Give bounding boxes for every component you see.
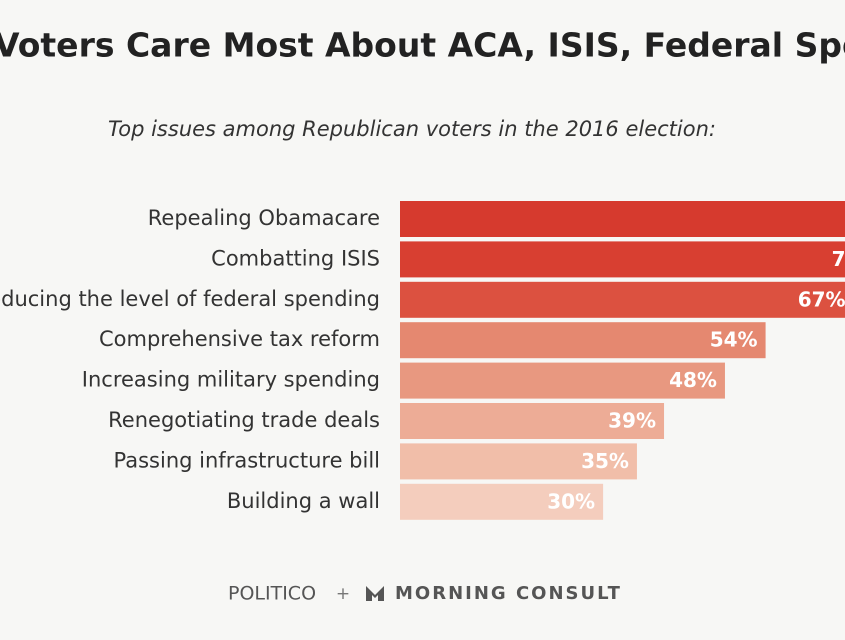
bar	[400, 201, 845, 237]
category-label: Comprehensive tax reform	[99, 327, 380, 351]
bar	[400, 281, 845, 318]
footer: POLITICO + MORNING CONSULT	[228, 583, 622, 605]
bar	[400, 443, 637, 480]
bar	[400, 241, 845, 278]
bar	[400, 322, 766, 359]
value-label: 54%	[710, 328, 758, 352]
bar	[400, 403, 665, 439]
footer-left: POLITICO	[228, 583, 316, 605]
logo-icon	[366, 586, 384, 601]
bar	[400, 483, 604, 520]
category-label: Combatting ISIS	[211, 246, 380, 270]
footer-right: MORNING CONSULT	[395, 583, 622, 604]
value-label: 67%	[798, 287, 845, 311]
category-label: Reducing the level of federal spending	[0, 287, 380, 311]
category-label: Repealing Obamacare	[148, 206, 380, 230]
category-label: Building a wall	[227, 489, 380, 513]
bar	[400, 362, 725, 399]
footer-plus: +	[336, 584, 350, 604]
value-label: 35%	[581, 449, 629, 473]
value-label: 39%	[608, 409, 656, 433]
chart-subtitle: Top issues among Republican voters in th…	[108, 117, 716, 141]
value-label: 48%	[669, 368, 717, 392]
value-label: 30%	[547, 489, 595, 513]
value-label: 72%	[832, 247, 845, 271]
chart-title: Voters Care Most About ACA, ISIS, Federa…	[0, 26, 845, 65]
category-label: Passing infrastructure bill	[114, 448, 380, 472]
category-label: Increasing military spending	[82, 368, 380, 392]
category-label: Renegotiating trade deals	[108, 408, 380, 432]
